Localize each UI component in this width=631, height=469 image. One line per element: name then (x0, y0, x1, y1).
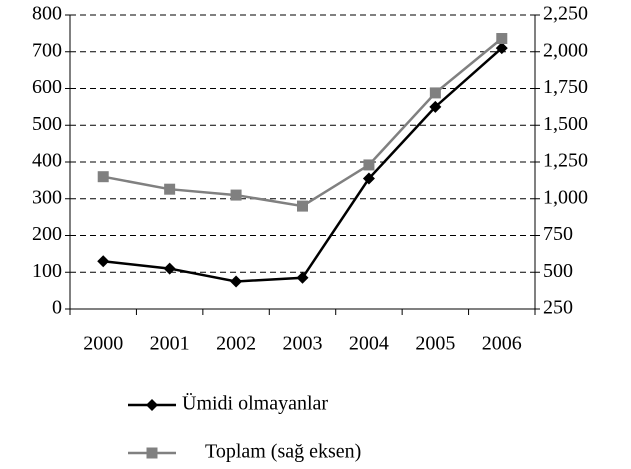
series-marker (230, 189, 242, 201)
y-tick-label: 100 (32, 260, 62, 282)
y-tick-label: 800 (32, 3, 62, 25)
y2-tick-label: 1,250 (543, 150, 588, 172)
y-tick-label: 600 (32, 76, 62, 98)
legend-label: Ümidi olmayanlar (182, 392, 328, 415)
y2-tick-label: 750 (543, 223, 573, 245)
x-tick-label: 2004 (349, 333, 389, 355)
series-marker (429, 87, 441, 99)
x-tick-label: 2003 (283, 333, 323, 355)
series-marker (163, 262, 176, 275)
series-marker (230, 275, 243, 288)
legend-label: Toplam (sağ eksen) (205, 441, 361, 463)
series-marker (97, 171, 109, 183)
series-marker (496, 33, 508, 45)
y-tick-label: 200 (32, 223, 62, 245)
series-line (102, 37, 503, 208)
x-tick-label: 2002 (216, 333, 256, 355)
y-tick-label: 700 (32, 39, 62, 61)
series-line (103, 47, 503, 283)
series-marker (97, 255, 110, 268)
x-tick-label: 2005 (415, 333, 455, 355)
y-tick-label: 0 (52, 297, 62, 319)
x-tick-label: 2000 (83, 333, 123, 355)
y-tick-label: 500 (32, 113, 62, 135)
x-tick-label: 2001 (150, 333, 190, 355)
series-marker (297, 200, 308, 212)
series-marker (495, 42, 508, 55)
y2-tick-label: 1,000 (543, 186, 588, 208)
y2-tick-label: 500 (543, 260, 573, 282)
series-marker (429, 100, 442, 113)
y2-tick-label: 2,250 (543, 3, 588, 25)
series-marker (296, 271, 309, 284)
series-marker (164, 183, 176, 195)
series-marker (363, 159, 375, 171)
x-tick-label: 2006 (482, 333, 522, 355)
y2-tick-label: 1,500 (543, 113, 588, 135)
legend-marker (146, 447, 158, 459)
series-marker (362, 172, 375, 185)
y2-tick-label: 1,750 (543, 76, 588, 98)
y2-tick-label: 250 (543, 297, 573, 319)
y-tick-label: 400 (32, 150, 62, 172)
legend-marker (146, 399, 158, 411)
y2-tick-label: 2,000 (543, 39, 588, 61)
y-tick-label: 300 (32, 186, 62, 208)
